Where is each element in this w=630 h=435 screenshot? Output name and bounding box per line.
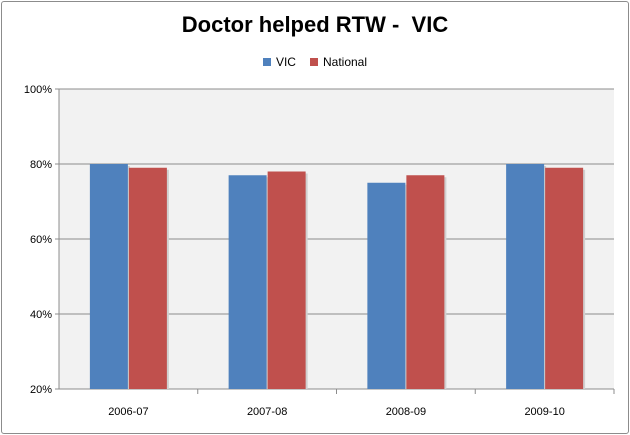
bar-national-2009-10: [545, 167, 584, 389]
bar-national-2006-07: [128, 167, 167, 389]
x-tick-label-2008-09: 2008-09: [386, 406, 426, 418]
legend-label-vic: VIC: [275, 55, 296, 69]
bar-vic-2008-09: [367, 182, 406, 389]
y-tick-label-100: 100%: [24, 84, 52, 96]
bar-vic-2009-10: [506, 164, 545, 389]
legend-item-national: National: [309, 55, 368, 69]
legend-item-vic: VIC: [262, 55, 296, 69]
legend-swatch-vic: [262, 58, 271, 66]
bar-national-2008-09: [406, 175, 445, 389]
legend-label-national: National: [322, 55, 368, 69]
chart-legend: VIC National: [0, 55, 630, 69]
x-tick-label-2007-08: 2007-08: [247, 406, 287, 418]
bar-vic-2006-07: [89, 164, 128, 389]
bar-national-2007-08: [267, 171, 306, 389]
x-tick-label-2006-07: 2006-07: [108, 406, 148, 418]
y-tick-label-20: 20%: [30, 384, 52, 396]
x-tick-label-2009-10: 2009-10: [524, 406, 564, 418]
y-tick-label-60: 60%: [30, 234, 52, 246]
chart-title: Doctor helped RTW - VIC: [181, 12, 449, 37]
bar-vic-2007-08: [228, 175, 267, 389]
y-tick-label-80: 80%: [30, 159, 52, 171]
y-tick-label-40: 40%: [30, 309, 52, 321]
legend-swatch-national: [309, 58, 318, 66]
